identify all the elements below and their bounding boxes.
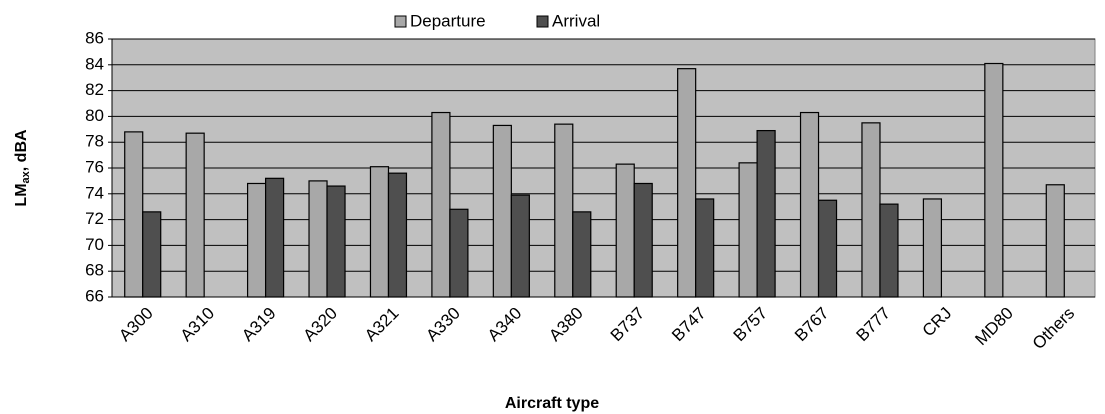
bar xyxy=(879,203,899,298)
y-title-sub: ax xyxy=(20,170,32,183)
bar xyxy=(308,180,328,298)
bar xyxy=(861,122,881,298)
y-tick-label: 86 xyxy=(85,28,104,47)
y-tick-label: 80 xyxy=(85,106,104,125)
y-tick-label: 66 xyxy=(85,286,104,305)
bar xyxy=(1045,184,1065,298)
y-tick-label: 74 xyxy=(85,183,104,202)
x-axis-title: Aircraft type xyxy=(505,395,599,412)
y-tick-label: 70 xyxy=(85,235,104,254)
bar xyxy=(326,185,346,298)
x-tick-label: A321 xyxy=(361,304,403,346)
bar xyxy=(554,123,574,298)
y-tick-label: 82 xyxy=(85,80,104,99)
y-axis-title: LMax, dBA xyxy=(13,129,32,207)
y-tick-label: 72 xyxy=(85,209,104,228)
x-tick-label: A380 xyxy=(545,304,587,346)
bar xyxy=(492,124,512,298)
y-tick-label: 78 xyxy=(85,132,104,151)
bar xyxy=(185,132,205,298)
x-tick-label: CRJ xyxy=(919,304,956,341)
bar xyxy=(510,194,530,298)
bar xyxy=(984,62,1004,298)
bar xyxy=(246,182,267,298)
legend-swatch xyxy=(394,15,407,28)
x-tick-label: MD80 xyxy=(971,304,1017,350)
x-tick-label: A319 xyxy=(238,304,280,346)
x-tick-label: A310 xyxy=(177,304,219,346)
bar xyxy=(615,163,635,298)
y-title-main: LM xyxy=(13,183,30,206)
bar xyxy=(572,211,592,298)
x-tick-label: Others xyxy=(1029,304,1079,354)
y-tick-label: 68 xyxy=(85,261,104,280)
bar xyxy=(369,166,390,298)
x-tick-label: A320 xyxy=(300,304,342,346)
y-tick-label: 84 xyxy=(85,54,104,73)
bar xyxy=(387,172,408,298)
bar xyxy=(142,211,162,298)
bar xyxy=(449,208,469,298)
x-tick-label: A300 xyxy=(115,304,157,346)
bar xyxy=(264,177,285,298)
x-tick-label: A330 xyxy=(422,304,464,346)
bar xyxy=(695,198,715,298)
bar xyxy=(799,111,820,298)
legend-swatch xyxy=(536,15,549,28)
y-title-unit: , dBA xyxy=(13,129,30,171)
legend-label: Departure xyxy=(410,11,486,30)
bar xyxy=(124,131,144,298)
x-tick-label: B777 xyxy=(852,304,894,346)
bar xyxy=(431,111,451,298)
bar xyxy=(738,162,758,298)
bar xyxy=(633,182,653,298)
bar xyxy=(922,198,943,298)
x-tick-label: B737 xyxy=(607,304,649,346)
bar xyxy=(817,199,838,298)
x-tick-label: A340 xyxy=(484,304,526,346)
bar xyxy=(756,129,776,298)
x-tick-label: B767 xyxy=(791,304,833,346)
bar xyxy=(677,68,697,298)
legend-label: Arrival xyxy=(552,11,600,30)
x-tick-label: B757 xyxy=(730,304,772,346)
x-tick-label: B747 xyxy=(668,304,710,346)
y-tick-label: 76 xyxy=(85,157,104,176)
